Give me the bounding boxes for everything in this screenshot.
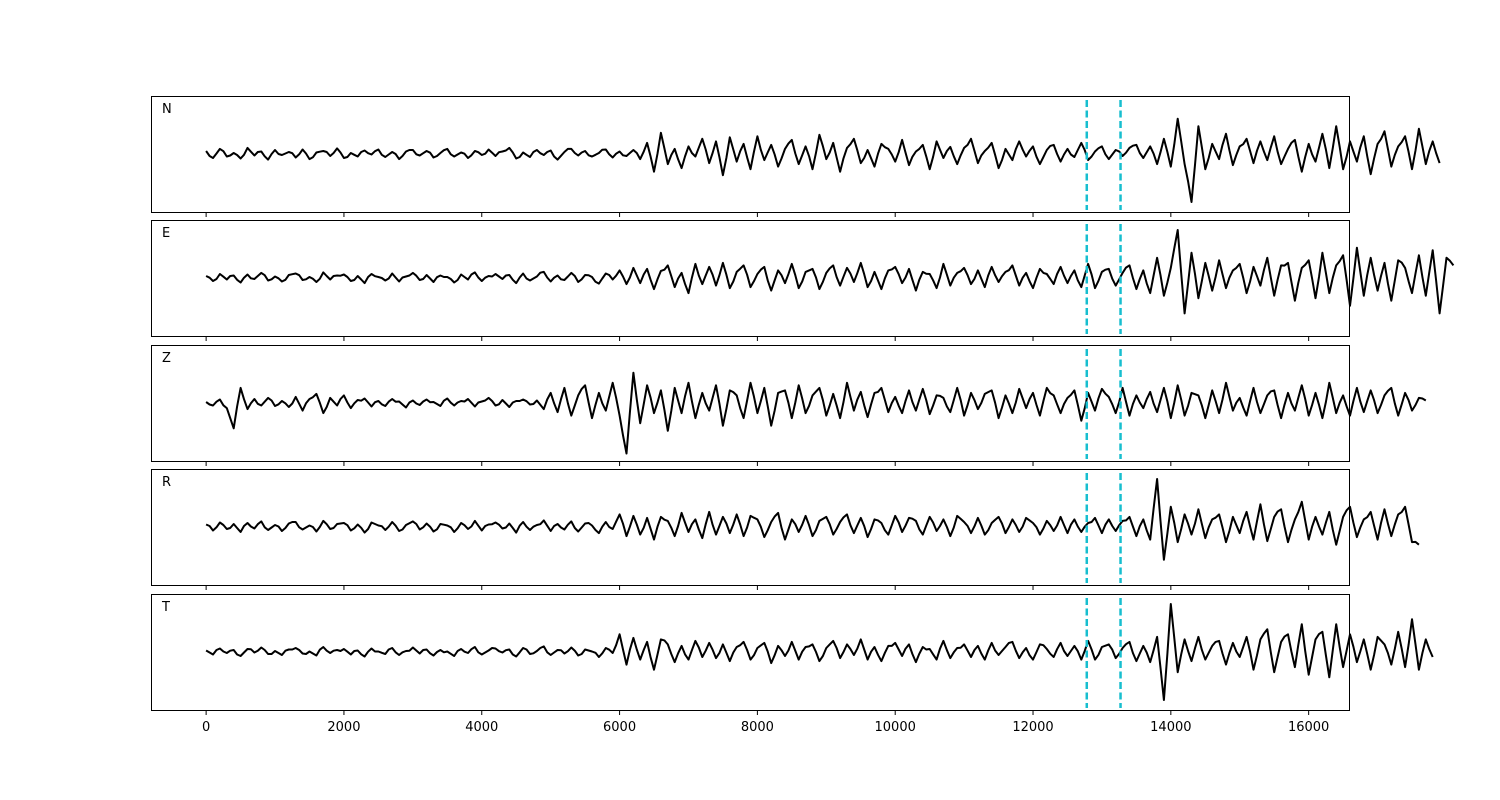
x-tick-label-14000: 14000 — [1150, 720, 1191, 735]
panel-frame-e — [151, 220, 1350, 337]
panel-r: R — [151, 469, 1420, 590]
trace-line-r — [205, 478, 1420, 561]
x-tick-label-6000: 6000 — [603, 720, 636, 735]
channel-label-n: N — [162, 102, 172, 117]
x-tick-label-10000: 10000 — [875, 720, 916, 735]
trace-line-z — [205, 371, 1427, 455]
trace-line-n — [205, 117, 1441, 203]
x-tick-label-8000: 8000 — [741, 720, 774, 735]
panel-t: T — [151, 594, 1434, 715]
channel-label-r: R — [162, 475, 171, 490]
panel-frame-z — [151, 345, 1350, 462]
x-tick-label-0: 0 — [202, 720, 210, 735]
trace-line-e — [205, 229, 1455, 315]
panel-frame-r — [151, 469, 1350, 586]
panel-frame-n — [151, 96, 1350, 213]
panel-e: E — [151, 220, 1455, 341]
channel-label-t: T — [161, 600, 170, 615]
trace-line-t — [205, 603, 1434, 701]
x-tick-label-4000: 4000 — [465, 720, 498, 735]
x-tick-label-12000: 12000 — [1012, 720, 1053, 735]
panel-n: N — [151, 96, 1441, 217]
panel-z: Z — [151, 345, 1427, 466]
panel-frame-t — [151, 594, 1350, 711]
x-axis: 0 2000 4000 6000 8000 10000 12000 14000 16000 — [202, 720, 1329, 735]
x-tick-label-16000: 16000 — [1288, 720, 1329, 735]
channel-label-z: Z — [162, 351, 171, 366]
channel-label-e: E — [162, 226, 170, 241]
x-tick-label-2000: 2000 — [327, 720, 360, 735]
trace-panels: N E Z R T — [151, 96, 1455, 715]
